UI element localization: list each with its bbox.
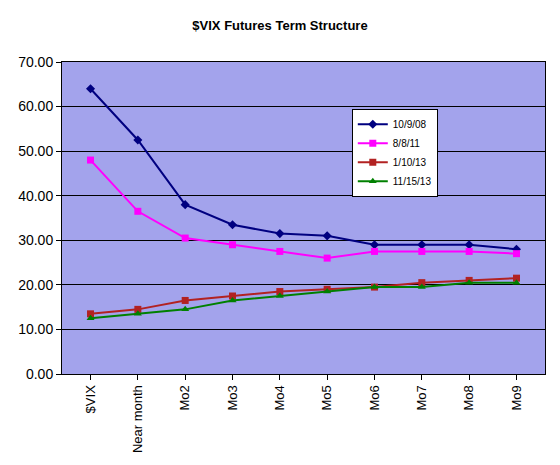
svg-text:Mo3: Mo3 — [225, 385, 240, 410]
svg-text:70.00: 70.00 — [18, 54, 53, 70]
svg-text:60.00: 60.00 — [18, 98, 53, 114]
svg-text:1/10/13: 1/10/13 — [393, 157, 427, 168]
svg-text:Mo6: Mo6 — [367, 385, 382, 410]
svg-text:40.00: 40.00 — [18, 188, 53, 204]
svg-text:Mo8: Mo8 — [461, 385, 476, 410]
svg-text:10/9/08: 10/9/08 — [393, 119, 427, 130]
svg-text:Mo2: Mo2 — [177, 385, 192, 410]
svg-text:8/8/11: 8/8/11 — [393, 138, 420, 149]
svg-text:Near month: Near month — [130, 385, 145, 453]
svg-text:50.00: 50.00 — [18, 143, 53, 159]
svg-text:$VIX Futures Term Structure: $VIX Futures Term Structure — [192, 18, 367, 33]
svg-text:20.00: 20.00 — [18, 277, 53, 293]
svg-text:Mo7: Mo7 — [414, 385, 429, 410]
svg-text:Mo9: Mo9 — [509, 385, 524, 410]
svg-text:Mo5: Mo5 — [319, 385, 334, 410]
svg-text:$VIX: $VIX — [83, 385, 98, 414]
svg-text:30.00: 30.00 — [18, 232, 53, 248]
svg-text:Mo4: Mo4 — [272, 385, 287, 410]
svg-text:0.00: 0.00 — [26, 366, 53, 382]
svg-text:11/15/13: 11/15/13 — [393, 176, 432, 187]
svg-text:10.00: 10.00 — [18, 321, 53, 337]
